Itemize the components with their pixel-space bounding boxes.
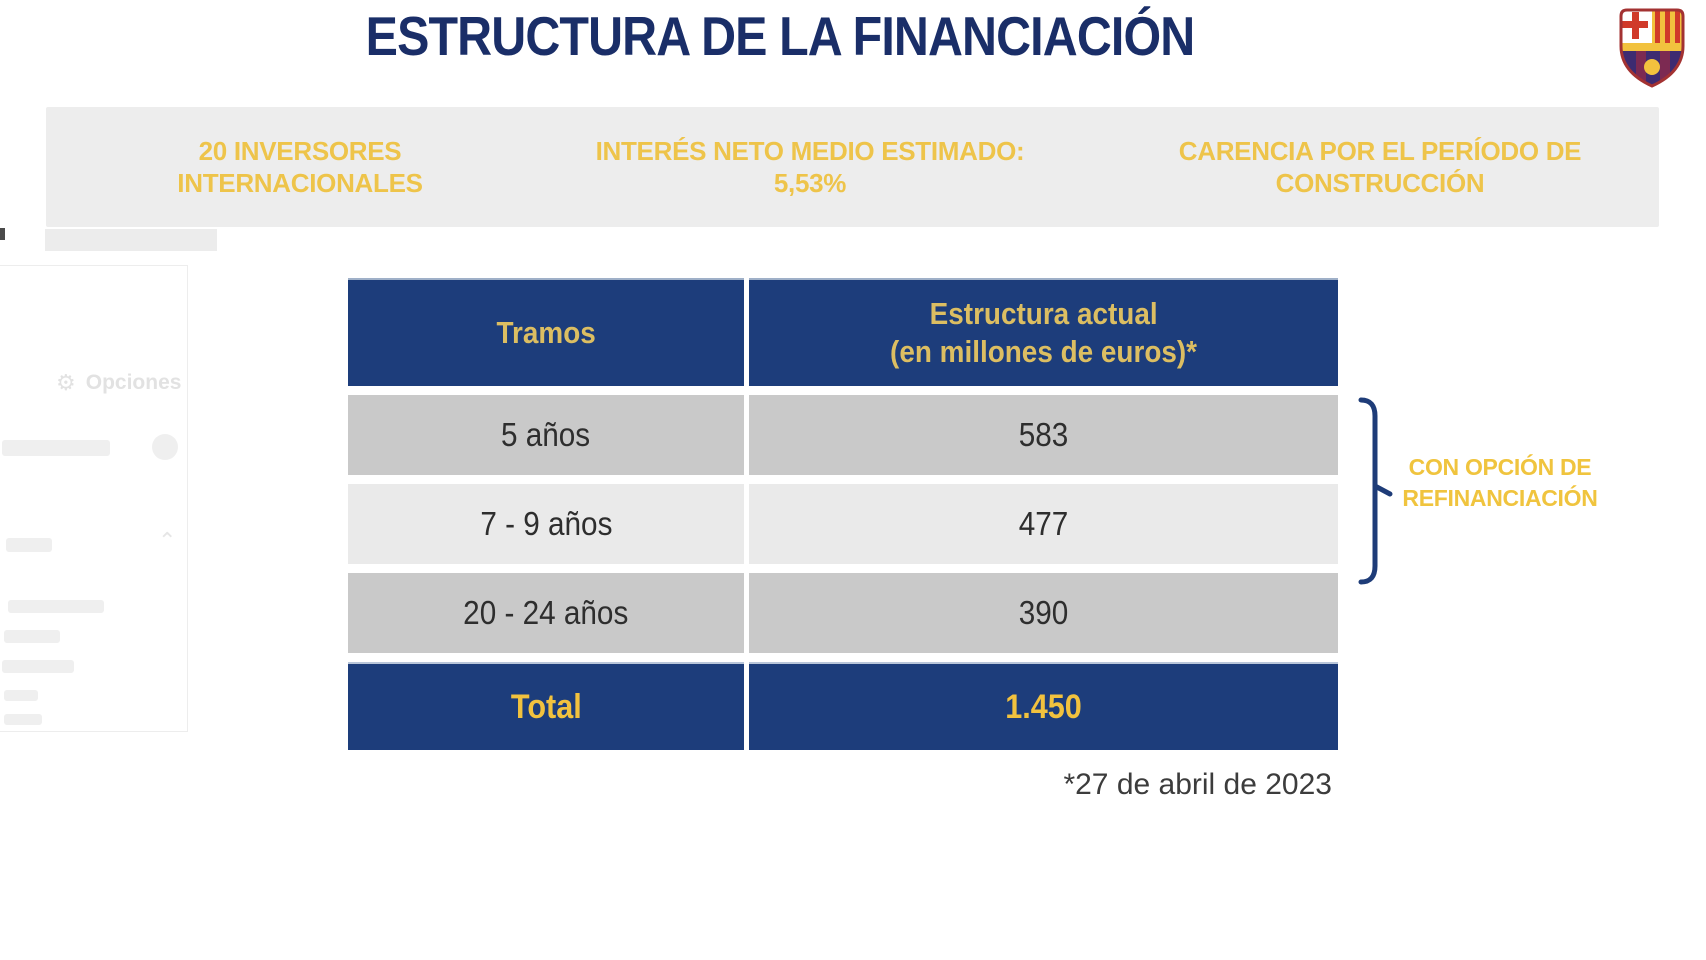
banner-line: INTERNACIONALES (177, 168, 423, 198)
table-row: 5 años 583 (348, 395, 1338, 475)
banner-item-investors: 20 INVERSORES INTERNACIONALES (100, 107, 500, 227)
banner-line: INTERÉS NETO MEDIO ESTIMADO: (595, 136, 1025, 166)
cell-tramo: 20 - 24 años (348, 573, 744, 653)
table-header-row: Tramos Estructura actual (en millones de… (348, 278, 1338, 386)
refinancing-note-line: REFINANCIACIÓN (1402, 485, 1598, 511)
table-row: 20 - 24 años 390 (348, 573, 1338, 653)
fc-barcelona-crest-icon (1619, 8, 1685, 88)
valor-value: 583 (1018, 416, 1069, 453)
refinancing-bracket-icon (1358, 397, 1393, 585)
ghost-text-fragment (8, 600, 104, 613)
total-label: Total (510, 687, 582, 726)
cell-valor: 583 (749, 395, 1338, 475)
valor-value: 390 (1018, 594, 1069, 631)
tramo-value: 5 años (501, 416, 591, 453)
ghost-window: ⚙ Opciones ⌃ (0, 265, 188, 732)
banner-line: 5,53% (773, 168, 847, 198)
table-total-row: Total 1.450 (348, 662, 1338, 750)
banner-item-grace-period: CARENCIA POR EL PERÍODO DE CONSTRUCCIÓN (1150, 107, 1610, 227)
footnote-date: *27 de abril de 2023 (1063, 768, 1332, 801)
ghost-circle-icon (152, 434, 178, 460)
financing-table: Tramos Estructura actual (en millones de… (348, 278, 1338, 759)
faded-strip (45, 229, 217, 251)
total-value: 1.450 (1005, 687, 1082, 726)
banner-line: CARENCIA POR EL PERÍODO DE (1178, 136, 1582, 166)
total-label-cell: Total (348, 662, 744, 750)
banner-line: CONSTRUCCIÓN (1275, 168, 1485, 198)
ghost-text-fragment (2, 440, 110, 456)
highlights-banner: 20 INVERSORES INTERNACIONALES INTERÉS NE… (46, 107, 1659, 227)
header-cell-estructura: Estructura actual (en millones de euros)… (749, 278, 1338, 386)
total-value-cell: 1.450 (749, 662, 1338, 750)
header-label: Tramos (496, 315, 596, 350)
cell-tramo: 5 años (348, 395, 744, 475)
header-cell-tramos: Tramos (348, 278, 744, 386)
tramo-value: 20 - 24 años (463, 594, 629, 631)
ghost-text-fragment (4, 630, 60, 643)
refinancing-note-line: CON OPCIÓN DE (1408, 454, 1592, 480)
header-label: (en millones de euros)* (890, 334, 1197, 369)
edge-artifact (0, 228, 5, 240)
ghost-options-item: ⚙ Opciones (56, 370, 181, 396)
page-title: ESTRUCTURA DE LA FINANCIACIÓN (365, 5, 1196, 67)
banner-item-interest: INTERÉS NETO MEDIO ESTIMADO: 5,53% (560, 107, 1060, 227)
cell-valor: 390 (749, 573, 1338, 653)
banner-line: 20 INVERSORES (198, 136, 402, 166)
cell-tramo: 7 - 9 años (348, 484, 744, 564)
chevron-up-icon: ⌃ (158, 528, 177, 553)
valor-value: 477 (1018, 505, 1069, 542)
refinancing-note: CON OPCIÓN DE REFINANCIACIÓN (1392, 452, 1608, 514)
ghost-menu-label: Opciones (85, 371, 182, 394)
ghost-text-fragment (6, 538, 52, 552)
cell-valor: 477 (749, 484, 1338, 564)
ghost-text-fragment (4, 690, 38, 701)
gear-icon: ⚙ (56, 370, 76, 395)
tramo-value: 7 - 9 años (479, 505, 613, 542)
table-row: 7 - 9 años 477 (348, 484, 1338, 564)
header-label: Estructura actual (929, 296, 1158, 331)
ghost-text-fragment (4, 714, 42, 725)
ghost-text-fragment (2, 660, 74, 673)
